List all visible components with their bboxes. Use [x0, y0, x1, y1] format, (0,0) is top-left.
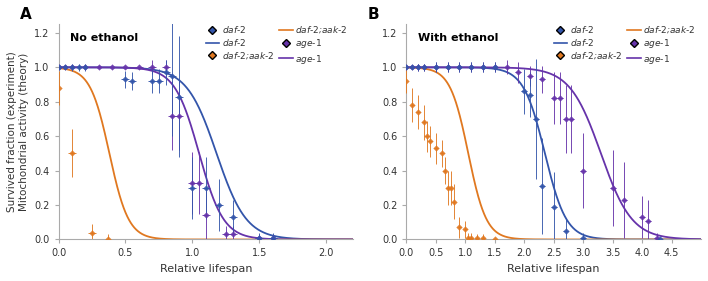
Text: B: B — [368, 7, 379, 22]
X-axis label: Relative lifespan: Relative lifespan — [508, 264, 600, 274]
Legend: $daf$-$2$, $daf$-$2$, $daf$-$2$;$aak$-$2$, $daf$-$2$;$aak$-$2$, $age$-$1$, $age$: $daf$-$2$, $daf$-$2$, $daf$-$2$;$aak$-$2… — [202, 20, 352, 69]
Y-axis label: Survived fraction (experiment)
Mitochondrial activity (theory): Survived fraction (experiment) Mitochond… — [7, 51, 28, 212]
X-axis label: Relative lifespan: Relative lifespan — [159, 264, 252, 274]
Text: A: A — [21, 7, 32, 22]
Text: With ethanol: With ethanol — [418, 33, 498, 43]
Text: No ethanol: No ethanol — [70, 33, 138, 43]
Legend: $daf$-$2$, $daf$-$2$, $daf$-$2$;$aak$-$2$, $daf$-$2$;$aak$-$2$, $age$-$1$, $age$: $daf$-$2$, $daf$-$2$, $daf$-$2$;$aak$-$2… — [550, 20, 700, 69]
